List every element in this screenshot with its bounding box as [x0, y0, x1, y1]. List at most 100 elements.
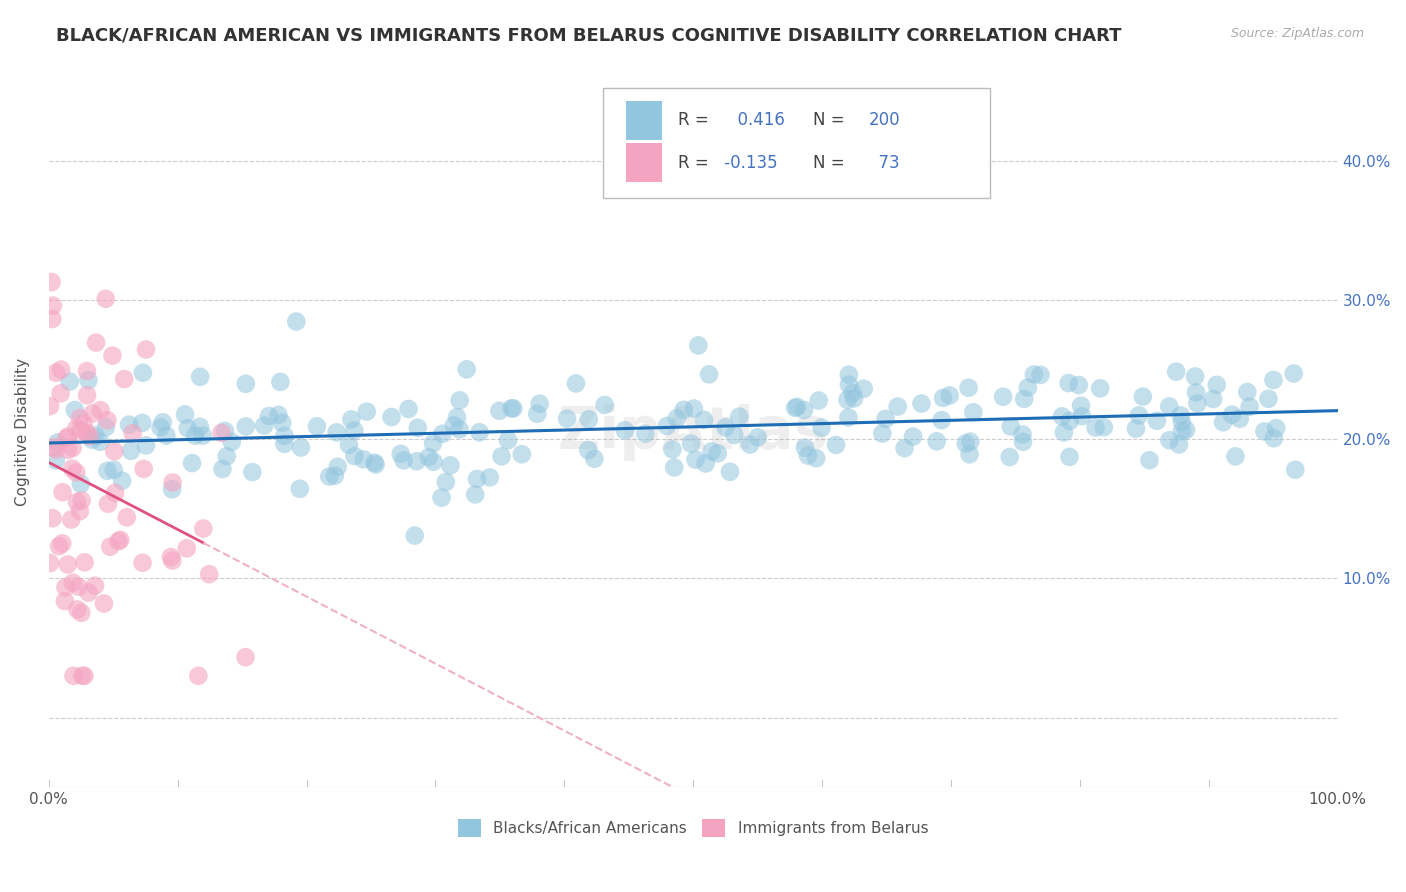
Point [267, 408, 290, 422]
Point [356, 404, 378, 418]
Point [101, 349, 124, 363]
Point [955, 436, 977, 450]
Point [430, 491, 453, 505]
Y-axis label: Cognitive Disability: Cognitive Disability [15, 359, 30, 507]
Point [747, 430, 769, 444]
Point [807, 393, 830, 408]
Point [1284, 463, 1306, 477]
Point [118, 417, 141, 432]
Point [723, 428, 745, 442]
Point [793, 441, 815, 455]
Point [253, 418, 276, 433]
Point [235, 650, 257, 665]
Point [1070, 399, 1092, 413]
Point [491, 450, 513, 464]
Point [41, 275, 63, 289]
Point [422, 436, 444, 450]
Point [69, 411, 91, 425]
Point [235, 419, 257, 434]
Point [613, 423, 636, 437]
Point [959, 447, 981, 461]
Point [97, 497, 120, 511]
Point [39, 399, 62, 413]
Point [235, 376, 257, 391]
Text: Source: ZipAtlas.com: Source: ZipAtlas.com [1230, 27, 1364, 40]
Point [1132, 390, 1154, 404]
Point [389, 447, 412, 461]
Point [398, 401, 420, 416]
Point [56, 429, 79, 443]
FancyBboxPatch shape [603, 88, 990, 198]
Point [55, 431, 77, 445]
Point [1236, 384, 1258, 399]
Text: 73: 73 [869, 153, 900, 171]
Point [555, 411, 578, 425]
Point [449, 393, 471, 408]
Point [211, 425, 233, 440]
Bar [626, 143, 662, 182]
Point [84, 335, 107, 350]
Point [468, 425, 491, 440]
Point [76, 388, 98, 402]
Point [45, 442, 67, 457]
Point [76, 425, 98, 440]
Point [875, 412, 897, 426]
Point [318, 469, 340, 483]
Point [62, 669, 84, 683]
Point [39, 556, 62, 570]
Point [404, 528, 426, 542]
Point [1257, 392, 1279, 406]
Point [1263, 431, 1285, 445]
Point [337, 438, 360, 452]
Point [786, 400, 808, 414]
Point [1011, 427, 1033, 442]
Point [1139, 453, 1161, 467]
Point [70, 606, 93, 620]
Point [188, 419, 211, 434]
Point [70, 493, 93, 508]
Point [82, 433, 104, 447]
Point [70, 477, 93, 491]
Point [82, 407, 104, 421]
Point [501, 401, 523, 416]
Point [290, 441, 312, 455]
Point [838, 377, 860, 392]
Point [910, 396, 932, 410]
Point [177, 421, 200, 435]
Point [392, 453, 415, 467]
Point [565, 376, 588, 391]
Point [478, 470, 501, 484]
Point [49, 362, 72, 376]
Point [693, 413, 716, 427]
Point [103, 463, 125, 477]
Point [45, 453, 67, 467]
Point [931, 413, 953, 427]
Point [1128, 409, 1150, 423]
Point [681, 436, 703, 450]
Point [93, 597, 115, 611]
Point [1059, 450, 1081, 464]
Point [1171, 415, 1194, 429]
Point [343, 449, 366, 463]
Point [343, 424, 366, 438]
Point [1185, 385, 1208, 400]
Point [901, 429, 924, 443]
Point [98, 540, 121, 554]
Point [41, 312, 63, 326]
Point [211, 462, 233, 476]
Point [132, 462, 155, 476]
Point [69, 504, 91, 518]
Point [46, 435, 69, 450]
Point [107, 534, 129, 549]
Point [193, 522, 215, 536]
Point [77, 373, 100, 387]
Point [62, 441, 84, 455]
Point [526, 407, 548, 421]
Point [60, 512, 83, 526]
Point [825, 438, 848, 452]
Point [1090, 381, 1112, 395]
Point [841, 385, 863, 400]
Text: R =: R = [678, 153, 709, 171]
Point [198, 567, 221, 582]
Point [1067, 378, 1090, 392]
